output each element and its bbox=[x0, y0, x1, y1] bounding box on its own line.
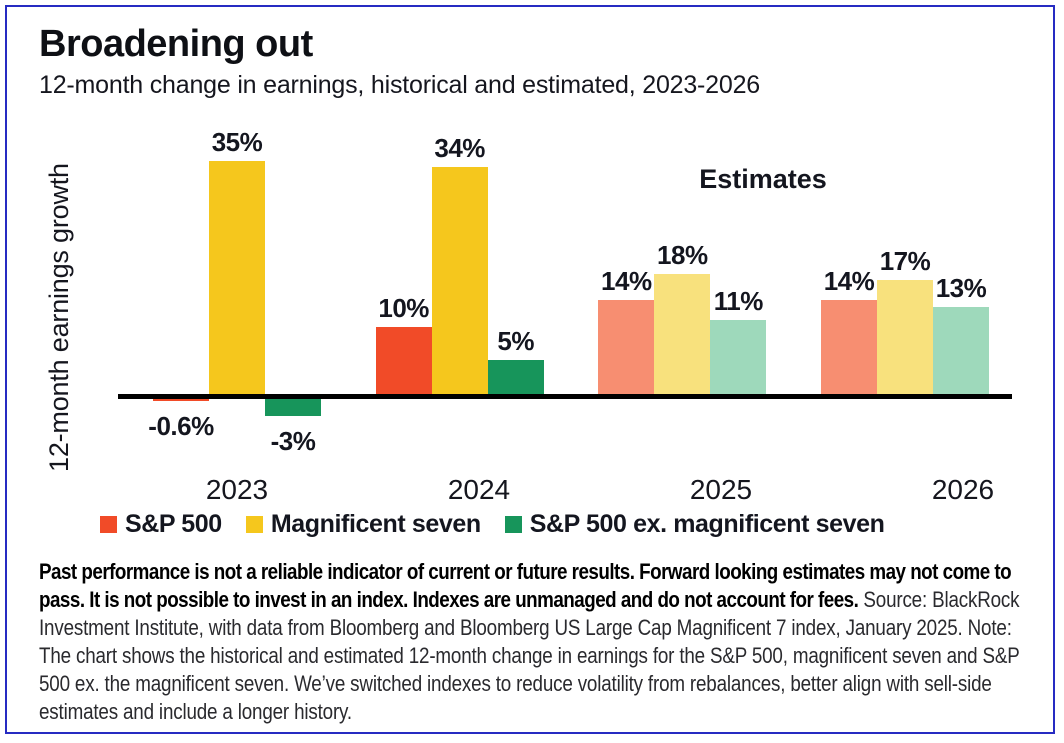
x-axis-line bbox=[118, 393, 1012, 399]
bar-value-label: 13% bbox=[935, 273, 987, 304]
x-axis-label-2026: 2026 bbox=[931, 473, 995, 505]
legend-swatch-icon bbox=[245, 515, 263, 533]
bar-group-2025: 14% 18% 11% bbox=[598, 108, 767, 468]
bar-value-label: -0.6% bbox=[148, 410, 214, 441]
chart-subtitle: 12-month change in earnings, historical … bbox=[39, 70, 761, 99]
bar-group-2024: 10% 34% 5% bbox=[375, 108, 544, 468]
bar-chart: 12-month earnings growth Estimates -0.6%… bbox=[34, 108, 1041, 544]
bar-2023-series2 bbox=[265, 396, 321, 417]
legend-item-2: S&P 500 ex. magnificent seven bbox=[504, 509, 885, 539]
legend-label: S&P 500 bbox=[125, 509, 222, 538]
source-text: Source: BlackRock Investment Institute, … bbox=[39, 586, 1020, 725]
footnote: Past performance is not a reliable indic… bbox=[39, 558, 1048, 727]
x-axis-label-2024: 2024 bbox=[447, 473, 511, 505]
estimates-annotation: Estimates bbox=[699, 163, 827, 194]
plot-area: Estimates -0.6% 35% -3% 10% 34% 5% 14% 18% 11% 14… bbox=[118, 108, 1012, 468]
legend-swatch-icon bbox=[100, 515, 117, 533]
bar-value-label: 11% bbox=[713, 286, 764, 317]
bar-2023-series0 bbox=[153, 396, 209, 401]
x-axis-label-2025: 2025 bbox=[689, 473, 753, 505]
bar-value-label: 35% bbox=[211, 126, 263, 157]
bar-2023-series1 bbox=[209, 160, 265, 396]
bar-2025-series1 bbox=[654, 273, 711, 396]
bar-value-label: 18% bbox=[657, 239, 708, 270]
bar-2026-series0 bbox=[820, 300, 877, 396]
bar-2024-series0 bbox=[375, 327, 432, 396]
legend-item-0: S&P 500 bbox=[100, 510, 222, 539]
x-axis-label-2023: 2023 bbox=[205, 473, 269, 505]
bar-2024-series1 bbox=[431, 167, 488, 396]
bar-2025-series0 bbox=[598, 300, 655, 396]
bar-value-label: 10% bbox=[378, 293, 429, 324]
chart-card: Broadening out 12-month change in earnin… bbox=[5, 5, 1055, 734]
bar-value-label: 14% bbox=[601, 266, 652, 297]
bar-groups: -0.6% 35% -3% 10% 34% 5% 14% 18% 11% 14% 17% 13% bbox=[118, 108, 1012, 468]
bar-value-label: -3% bbox=[270, 426, 316, 457]
bar-2024-series2 bbox=[487, 360, 544, 396]
bar-value-label: 14% bbox=[823, 266, 875, 297]
bar-group-2023: -0.6% 35% -3% bbox=[148, 108, 321, 468]
bar-2025-series2 bbox=[710, 320, 767, 396]
bar-2026-series1 bbox=[876, 280, 933, 396]
bar-value-label: 34% bbox=[434, 133, 485, 164]
legend-label: S&P 500 ex. magnificent seven bbox=[529, 509, 885, 538]
legend-label: Magnificent seven bbox=[270, 509, 481, 538]
y-axis-label: 12-month earnings growth bbox=[44, 162, 74, 472]
legend-swatch-icon bbox=[504, 515, 522, 533]
bar-value-label: 5% bbox=[497, 326, 534, 357]
page-title: Broadening out bbox=[39, 23, 313, 65]
disclaimer-text: Past performance is not a reliable indic… bbox=[39, 558, 1012, 612]
legend: S&P 500 Magnificent seven S&P 500 ex. magn… bbox=[100, 510, 885, 539]
x-axis-labels: 2023 2024 2025 2026 bbox=[118, 474, 1064, 506]
bar-group-2026: 14% 17% 13% bbox=[820, 108, 989, 468]
bar-2026-series2 bbox=[932, 307, 989, 396]
bar-value-label: 17% bbox=[879, 246, 931, 277]
legend-item-1: Magnificent seven bbox=[245, 509, 481, 539]
